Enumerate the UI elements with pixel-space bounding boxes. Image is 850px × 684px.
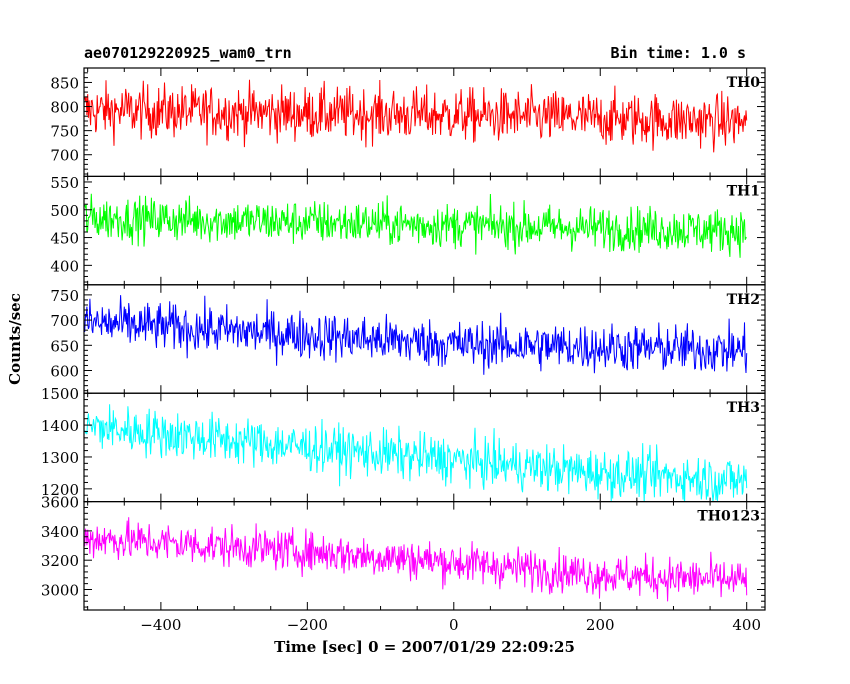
- y-tick-label: 1300: [41, 449, 79, 467]
- y-tick-label: 450: [50, 230, 79, 248]
- x-tick-label: −400: [140, 616, 181, 634]
- panel-label-th0123: TH0123: [697, 509, 760, 525]
- y-tick-label: 700: [50, 312, 79, 330]
- panel-label-th2: TH2: [727, 292, 760, 308]
- y-tick-label: 550: [50, 174, 79, 192]
- header-title: ae070129220925_wam0_trn: [84, 44, 292, 62]
- x-tick-label: 200: [586, 616, 615, 634]
- series-th2: [84, 295, 748, 375]
- y-tick-label: 750: [50, 287, 79, 305]
- y-tick-label: 500: [50, 202, 79, 220]
- header-bin-time: Bin time: 1.0 s: [610, 44, 746, 62]
- series-th0: [84, 79, 748, 153]
- series-th3: [84, 404, 748, 502]
- y-tick-label: 3000: [41, 581, 79, 599]
- y-tick-label: 3400: [41, 523, 79, 541]
- panel-label-th3: TH3: [727, 400, 760, 416]
- y-tick-label: 650: [50, 337, 79, 355]
- y-tick-label: 600: [50, 363, 79, 381]
- y-tick-label: 3200: [41, 552, 79, 570]
- y-tick-label: 400: [50, 257, 79, 275]
- x-tick-label: −200: [287, 616, 328, 634]
- y-tick-label: 3600: [41, 494, 79, 512]
- y-tick-label: 1400: [41, 417, 79, 435]
- panel-frame-th0123: [83, 501, 766, 611]
- y-tick-label: 800: [50, 99, 79, 117]
- y-tick-label: 750: [50, 123, 79, 141]
- panel-label-th1: TH1: [727, 183, 760, 199]
- panel-label-th0: TH0: [727, 75, 761, 91]
- y-tick-label: 1200: [41, 481, 79, 499]
- x-tick-label: 400: [732, 616, 761, 634]
- x-axis-label: Time [sec] 0 = 2007/01/29 22:09:25: [274, 638, 575, 656]
- y-tick-label: 1500: [41, 385, 79, 403]
- y-tick-label: 700: [50, 147, 79, 165]
- series-th0123: [84, 517, 748, 602]
- y-axis-label: Counts/sec: [6, 293, 24, 385]
- series-th1: [84, 193, 748, 258]
- y-tick-label: 850: [50, 74, 79, 92]
- x-tick-label: 0: [449, 616, 459, 634]
